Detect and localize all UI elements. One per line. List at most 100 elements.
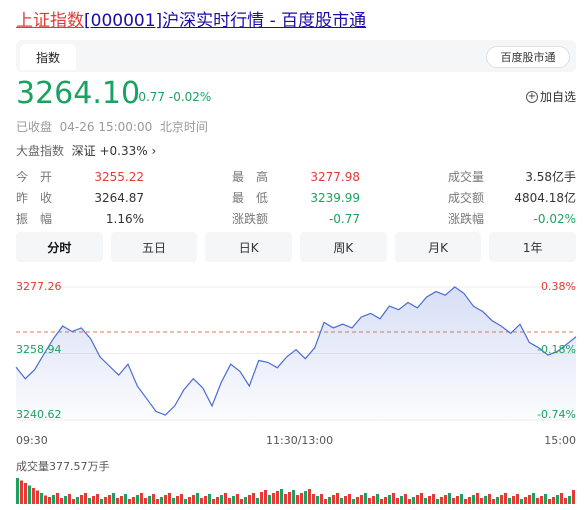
volume-bar — [532, 493, 535, 504]
volume-bar — [92, 496, 95, 504]
volume-bar — [512, 496, 515, 504]
volume-bar — [324, 499, 327, 504]
brand-button[interactable]: 百度股市通 — [486, 46, 570, 68]
volume-bar — [48, 497, 51, 504]
volume-bar — [492, 499, 495, 504]
volume-bar — [64, 496, 67, 504]
volume-bar — [188, 497, 191, 504]
period-tabs: 分时 五日 日K 周K 月K 1年 — [16, 232, 577, 262]
tab-five-day[interactable]: 五日 — [110, 232, 198, 262]
volume-bar — [284, 494, 287, 504]
market-index-value: 深证 +0.33% — [71, 144, 148, 158]
tab-weekly-k[interactable]: 周K — [300, 232, 387, 262]
price-line — [15, 286, 577, 416]
market-index-row[interactable]: 大盘指数 深证 +0.33% › — [16, 142, 156, 159]
volume-bar — [84, 493, 87, 504]
volume-bar — [40, 493, 43, 504]
volume-bar — [280, 489, 283, 504]
volume-bar — [104, 497, 107, 504]
volume-bar — [68, 494, 71, 504]
volume-bar — [316, 496, 319, 504]
volume-bar — [292, 490, 295, 504]
volume-bar — [356, 497, 359, 504]
volume-bar — [480, 498, 483, 504]
volume-bar — [16, 478, 19, 504]
volume-bar — [500, 495, 503, 504]
chevron-right-icon: › — [151, 144, 157, 158]
volume-bar — [56, 493, 59, 504]
market-status: 已收盘 04-26 15:00:00 北京时间 — [16, 120, 208, 134]
volume-bar — [528, 495, 531, 504]
volume-bar — [244, 497, 247, 504]
stat-prev-close: 昨 收 3264.87 — [16, 190, 144, 206]
stat-open: 今 开 3255.22 — [16, 169, 144, 185]
volume-bar — [412, 497, 415, 504]
volume-bar — [168, 493, 171, 504]
volume-bar — [116, 498, 119, 504]
volume-bar — [212, 499, 215, 504]
volume-bar — [552, 497, 555, 504]
price-change: -0.77 -0.02% — [134, 90, 212, 104]
y-label-left-bottom: 3240.62 — [16, 408, 62, 421]
volume-bar — [420, 493, 423, 504]
volume-bar — [332, 495, 335, 504]
volume-bar — [192, 495, 195, 504]
volume-bar — [416, 495, 419, 504]
volume-bar — [516, 494, 519, 504]
volume-bar — [208, 494, 211, 504]
volume-bar — [448, 493, 451, 504]
volume-bar — [408, 499, 411, 504]
volume-bar — [508, 498, 511, 504]
volume-bar — [32, 488, 35, 504]
stats-col-2: 最 高 3277.98 最 低 3239.99 涨跌额 -0.77 — [232, 166, 360, 229]
volume-bar — [536, 498, 539, 504]
x-label-open: 09:30 — [16, 434, 48, 447]
volume-bar — [496, 497, 499, 504]
title-link[interactable]: [000001]沪深实时行情 - 百度股市通 — [84, 11, 367, 31]
volume-bar — [232, 496, 235, 504]
volume-bar — [124, 494, 127, 504]
volume-bar — [360, 495, 363, 504]
volume-bar — [256, 498, 259, 504]
volume-bar — [336, 493, 339, 504]
tab-index[interactable]: 指数 — [20, 44, 76, 70]
volume-bar — [204, 496, 207, 504]
tab-intraday[interactable]: 分时 — [16, 232, 103, 262]
volume-chart — [16, 478, 575, 504]
volume-bar — [144, 498, 147, 504]
volume-bar — [564, 498, 567, 504]
y-label-right-top: 0.38% — [541, 280, 576, 293]
volume-bar — [380, 499, 383, 504]
volume-bar — [36, 490, 39, 504]
volume-bar — [252, 493, 255, 504]
volume-bar — [300, 493, 303, 504]
volume-bar — [220, 495, 223, 504]
current-price: 3264.10 — [16, 76, 141, 111]
volume-bar — [440, 497, 443, 504]
stat-amplitude: 振 幅 1.16% — [16, 211, 144, 227]
x-label-midday: 11:30/13:00 — [266, 434, 334, 447]
volume-bar — [308, 489, 311, 504]
y-label-right-mid: -0.18% — [537, 343, 576, 356]
tab-monthly-k[interactable]: 月K — [394, 232, 482, 262]
volume-bar — [504, 493, 507, 504]
volume-bar — [460, 494, 463, 504]
x-label-close: 15:00 — [544, 434, 576, 447]
volume-bar — [260, 492, 263, 504]
add-watchlist-button[interactable]: + 加自选 — [525, 88, 576, 105]
volume-bar — [276, 491, 279, 504]
tab-one-year[interactable]: 1年 — [489, 232, 577, 262]
volume-bar — [560, 493, 563, 504]
tab-daily-k[interactable]: 日K — [205, 232, 293, 262]
title-index-name[interactable]: 上证指数 — [16, 11, 84, 31]
stat-change-percent: 涨跌幅 -0.02% — [448, 211, 576, 227]
volume-bar — [264, 490, 267, 504]
volume-bar — [268, 495, 271, 504]
volume-label: 成交量377.57万手 — [16, 460, 110, 473]
volume-bar — [216, 497, 219, 504]
volume-bar — [272, 493, 275, 504]
volume-bar — [248, 495, 251, 504]
page-title[interactable]: 上证指数[000001]沪深实时行情 - 百度股市通 — [16, 6, 366, 31]
intraday-chart[interactable] — [0, 270, 584, 510]
plus-circle-icon: + — [525, 90, 538, 103]
